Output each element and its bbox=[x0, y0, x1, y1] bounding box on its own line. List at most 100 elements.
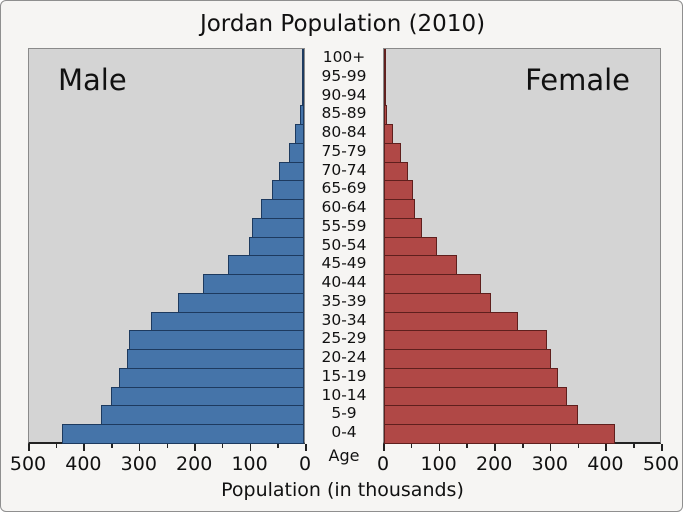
age-label-45-49: 45-49 bbox=[321, 254, 367, 273]
major-tick-100 bbox=[438, 444, 441, 451]
major-tick-200 bbox=[194, 444, 196, 451]
female-bar-100+ bbox=[384, 49, 386, 69]
age-axis-caption: Age bbox=[328, 446, 360, 465]
minor-tick-350 bbox=[111, 444, 113, 448]
minor-tick-150 bbox=[466, 444, 468, 448]
male-panel bbox=[28, 48, 305, 444]
minor-tick-450 bbox=[633, 444, 635, 448]
female-bar-95-99 bbox=[384, 67, 386, 88]
male-bar-85-89 bbox=[299, 105, 304, 126]
male-bar-80-84 bbox=[294, 124, 304, 144]
tick-label-400: 400 bbox=[587, 453, 624, 475]
major-tick-200 bbox=[494, 444, 496, 451]
male-bar-95-99 bbox=[302, 67, 304, 88]
male-side-label: Male bbox=[58, 63, 127, 97]
female-bar-80-84 bbox=[384, 124, 393, 144]
age-label-100+: 100+ bbox=[322, 48, 366, 66]
male-bar-100+ bbox=[302, 49, 304, 69]
minor-tick-450 bbox=[55, 444, 58, 448]
age-label-15-19: 15-19 bbox=[321, 366, 367, 385]
chart-title: Jordan Population (2010) bbox=[199, 11, 486, 37]
tick-label-0: 0 bbox=[298, 453, 312, 475]
female-bar-40-44 bbox=[384, 274, 481, 294]
male-bar-15-19 bbox=[119, 367, 304, 388]
age-label-90-94: 90-94 bbox=[321, 85, 367, 104]
major-tick-0 bbox=[383, 444, 385, 451]
male-bar-10-14 bbox=[110, 386, 304, 407]
male-bar-45-49 bbox=[228, 255, 304, 276]
female-bar-30-34 bbox=[384, 311, 518, 332]
male-bar-50-54 bbox=[249, 236, 304, 257]
female-bar-50-54 bbox=[384, 236, 437, 257]
age-label-55-59: 55-59 bbox=[321, 216, 367, 235]
male-bars bbox=[29, 49, 304, 444]
major-tick-300 bbox=[549, 444, 552, 451]
age-label-20-24: 20-24 bbox=[321, 348, 367, 367]
tick-label-500: 500 bbox=[642, 453, 680, 475]
minor-tick-50 bbox=[277, 444, 279, 448]
age-label-0-4: 0-4 bbox=[331, 423, 357, 442]
female-bar-60-64 bbox=[384, 199, 415, 219]
age-label-30-34: 30-34 bbox=[321, 310, 367, 329]
tick-label-200: 200 bbox=[176, 453, 213, 475]
male-bar-90-94 bbox=[302, 86, 304, 107]
male-bar-40-44 bbox=[202, 274, 304, 294]
age-label-95-99: 95-99 bbox=[321, 66, 367, 85]
tick-label-400: 400 bbox=[65, 453, 102, 475]
tick-label-0: 0 bbox=[376, 453, 390, 475]
female-bars bbox=[384, 49, 660, 444]
female-x-axis-ticks: 0 100 200 300 400 500 bbox=[377, 444, 679, 475]
female-bar-5-9 bbox=[384, 405, 579, 426]
female-bar-85-89 bbox=[384, 105, 388, 126]
age-label-10-14: 10-14 bbox=[321, 385, 367, 404]
male-bar-75-79 bbox=[288, 142, 304, 163]
age-label-5-9: 5-9 bbox=[331, 404, 357, 423]
minor-tick-350 bbox=[577, 444, 580, 448]
tick-label-100: 100 bbox=[231, 453, 268, 475]
male-bar-20-24 bbox=[126, 349, 304, 369]
tick-label-300: 300 bbox=[531, 453, 568, 475]
age-label-85-89: 85-89 bbox=[321, 104, 367, 123]
female-bar-10-14 bbox=[384, 386, 568, 407]
male-bar-60-64 bbox=[261, 199, 304, 219]
female-bar-90-94 bbox=[384, 86, 386, 107]
age-label-75-79: 75-79 bbox=[321, 141, 367, 160]
minor-tick-50 bbox=[410, 444, 413, 448]
major-tick-400 bbox=[83, 444, 85, 451]
female-bar-75-79 bbox=[384, 142, 401, 163]
male-bar-5-9 bbox=[101, 405, 304, 426]
female-panel bbox=[383, 48, 661, 444]
female-bar-20-24 bbox=[384, 349, 552, 369]
minor-tick-150 bbox=[221, 444, 224, 448]
female-bar-0-4 bbox=[384, 424, 615, 444]
male-bar-35-39 bbox=[177, 292, 304, 313]
major-tick-0 bbox=[305, 444, 307, 451]
major-tick-500 bbox=[28, 444, 30, 451]
age-category-column: 100+ 95-99 90-94 85-89 80-84 75-79 70-74 65-69 6… bbox=[305, 48, 383, 444]
age-label-25-29: 25-29 bbox=[321, 329, 367, 348]
female-bar-25-29 bbox=[384, 330, 548, 351]
male-bar-65-69 bbox=[272, 180, 304, 201]
x-axis-label: Population (in thousands) bbox=[221, 479, 464, 501]
male-x-axis-ticks: 0 100 200 300 400 500 bbox=[10, 444, 311, 475]
female-bar-15-19 bbox=[384, 367, 558, 388]
male-bar-30-34 bbox=[151, 311, 304, 332]
tick-label-300: 300 bbox=[120, 453, 157, 475]
major-tick-500 bbox=[661, 444, 663, 451]
major-tick-100 bbox=[249, 444, 252, 451]
age-label-70-74: 70-74 bbox=[321, 160, 367, 179]
tick-label-200: 200 bbox=[476, 453, 513, 475]
age-label-60-64: 60-64 bbox=[321, 198, 367, 217]
age-label-50-54: 50-54 bbox=[321, 235, 367, 254]
male-bar-70-74 bbox=[279, 161, 304, 182]
age-label-40-44: 40-44 bbox=[321, 273, 367, 292]
major-tick-400 bbox=[605, 444, 607, 451]
male-bar-25-29 bbox=[129, 330, 304, 351]
age-label-80-84: 80-84 bbox=[321, 123, 367, 142]
minor-tick-250 bbox=[166, 444, 168, 448]
male-bar-55-59 bbox=[252, 217, 304, 238]
female-side-label: Female bbox=[525, 63, 630, 97]
female-bar-55-59 bbox=[384, 217, 423, 238]
female-bar-70-74 bbox=[384, 161, 409, 182]
age-label-65-69: 65-69 bbox=[321, 179, 367, 198]
